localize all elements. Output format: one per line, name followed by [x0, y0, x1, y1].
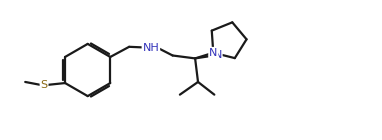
Text: N: N: [209, 48, 217, 58]
Text: NH: NH: [142, 43, 159, 52]
Text: N: N: [214, 50, 222, 60]
Text: S: S: [40, 80, 48, 90]
